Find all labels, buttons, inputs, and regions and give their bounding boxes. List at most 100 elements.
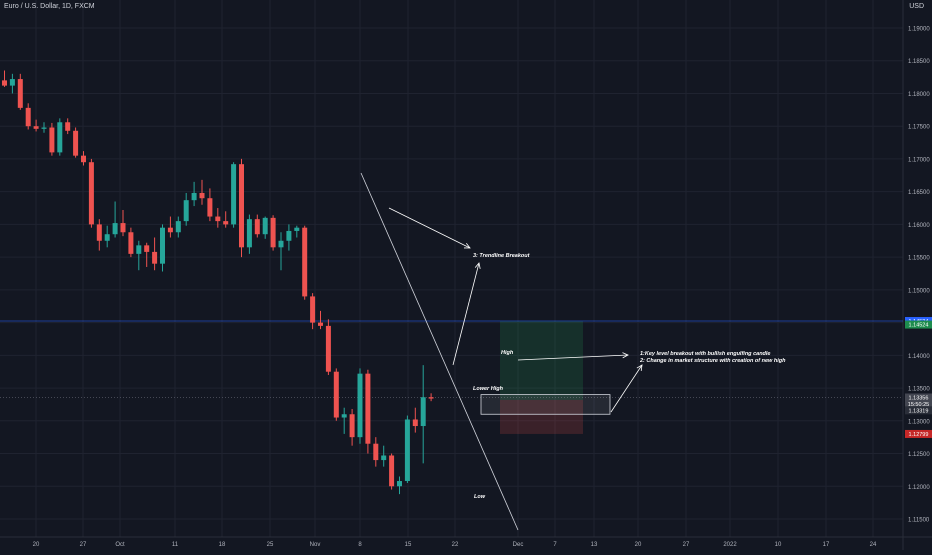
candle-body [215,216,221,222]
price-badge [905,406,932,415]
candle-body [365,373,371,444]
arrow-high-note-head [622,352,629,359]
candle-body [310,296,316,323]
y-tick-label: 1.12000 [908,485,930,491]
candle-body [270,217,276,248]
profit-zone [500,321,583,400]
trendline [360,172,519,531]
candle-body [349,414,355,438]
price-badge [905,393,932,402]
y-tick-label: 1.16500 [908,190,930,196]
candle-body [88,162,94,225]
candle-body [302,227,308,297]
candle-body [318,322,323,326]
price-badge-label: 1.14524 [909,323,929,329]
x-tick-label: 20 [635,542,642,548]
candle-body [262,217,268,235]
price-badge [905,399,932,408]
price-badge [905,320,932,329]
price-badge-label: 1.12799 [909,432,929,438]
key-level-box [480,394,611,415]
candle-body [389,455,395,487]
candle-body [286,230,292,241]
candle-body [65,122,71,131]
x-tick-label: 8 [358,542,362,548]
candle-body [420,397,426,427]
candle-body [9,79,15,86]
candle-body [96,224,102,241]
candle-body [104,234,110,241]
x-tick-label: Dec [513,542,524,548]
y-tick-label: 1.14000 [908,354,930,360]
price-badge [905,429,932,438]
arrow-high-note [517,354,629,361]
candle-body [2,80,7,86]
candle-body [239,164,244,248]
candle-body [41,127,47,129]
label-lower-high: Lower High [473,386,504,392]
arrow-trendline-breakout-head [463,243,471,249]
y-tick-label: 1.19000 [908,27,930,33]
x-tick-label: 13 [591,542,598,548]
x-tick-label: 22 [452,542,459,548]
x-tick-label: Nov [310,542,321,548]
price-badge-label: 1.13356 [909,395,929,401]
x-tick-label: 15 [405,542,412,548]
x-tick-label: 17 [823,542,830,548]
candle-body [294,227,300,231]
label-trendline-breakout: 3: Trendline Breakout [473,253,531,259]
x-tick-label: 18 [219,542,226,548]
y-tick-label: 1.15500 [908,256,930,262]
candle-body [17,79,23,108]
candle-body [167,227,173,233]
candle-body [183,200,189,222]
candle-body [152,251,158,264]
candle-body [112,223,118,235]
candle-body [357,373,363,438]
y-tick-label: 1.12500 [908,452,930,458]
y-tick-label: 1.18500 [908,59,930,65]
candle-body [25,107,31,127]
arrow-up-breakout-head [474,262,481,269]
price-badge-label: 1.13319 [909,408,929,414]
price-badge-label: 15:50:25 [908,402,929,408]
candle-body [81,155,86,163]
label-high: High [501,350,514,356]
x-tick-label: 25 [267,542,274,548]
y-tick-label: 1.13000 [908,419,930,425]
x-tick-label: 11 [172,542,179,548]
currency-label: USD [909,3,924,10]
arrow-trendline-breakout [388,207,471,249]
x-tick-label: 20 [33,542,40,548]
candle-body [175,221,181,233]
candle-body [278,240,284,248]
x-tick-label: 2022 [723,542,737,548]
arrow-up-breakout [452,262,480,366]
x-tick-label: 27 [80,542,87,548]
candle-body [73,130,79,156]
candle-body [191,192,197,201]
y-tick-label: 1.13500 [908,387,930,393]
candle-body [57,122,63,153]
y-tick-label: 1.15000 [908,288,930,294]
candle-body [207,198,213,217]
candle-body [144,245,150,252]
label-note-line-2: 2: Change in market structure with creat… [639,358,786,364]
loss-zone [500,399,583,434]
candle-body [404,419,410,482]
y-tick-label: 1.16000 [908,223,930,229]
candle-body [120,223,126,233]
candle-body [333,371,339,418]
candle-body [199,192,205,199]
label-note-line-1: 1:Key level breakout with bullish engulf… [640,351,771,357]
candle-body [428,397,434,399]
candle-body [160,227,165,264]
x-tick-label: 7 [553,542,557,548]
y-tick-label: 1.18000 [908,92,930,98]
candle-body [412,419,418,427]
candle-body [231,164,237,225]
candle-body [325,325,331,372]
